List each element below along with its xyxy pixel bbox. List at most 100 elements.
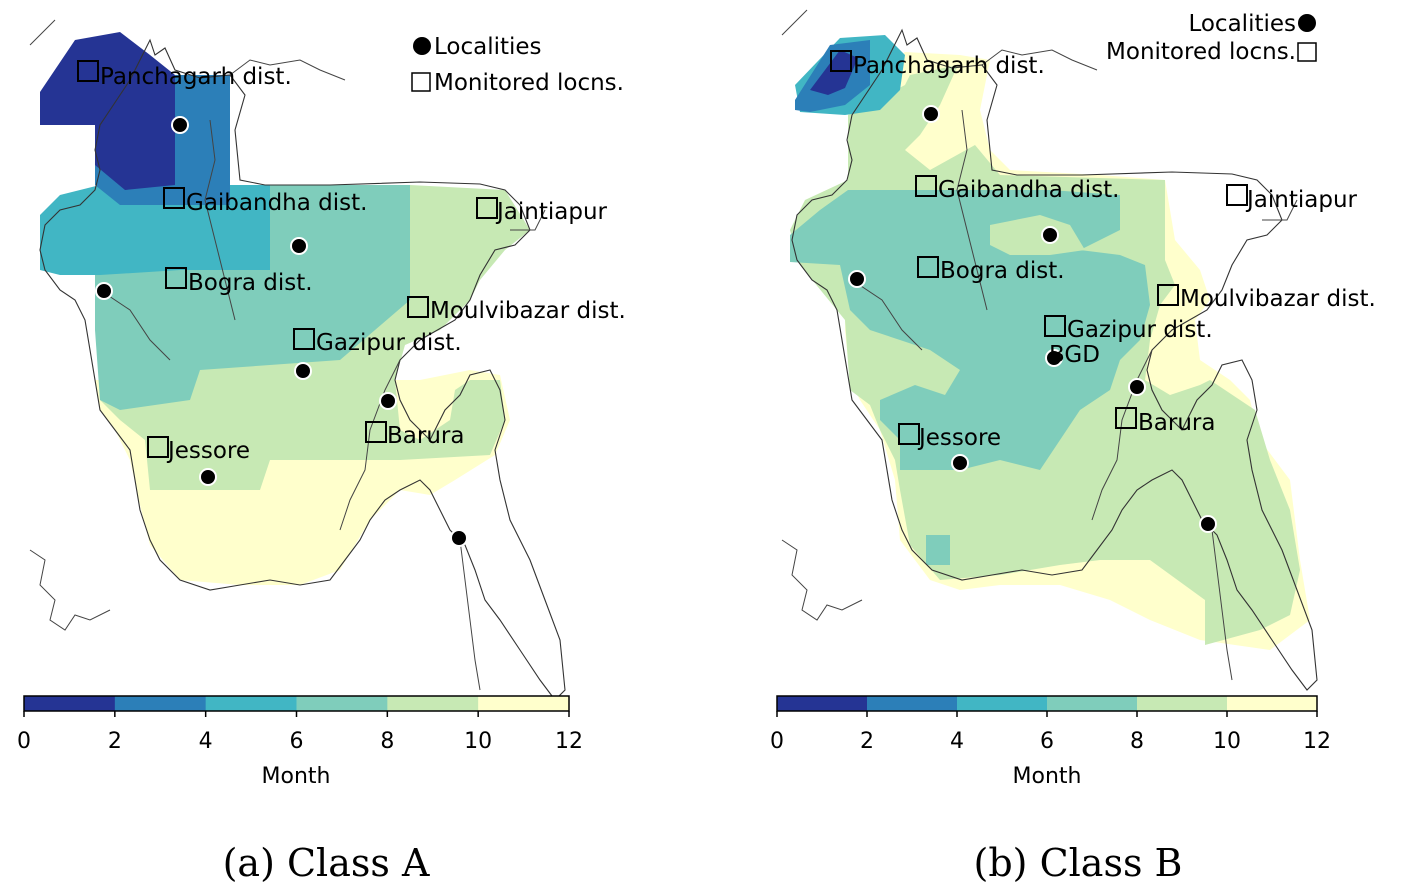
colorbar-cell [296,696,388,711]
place-label: Panchagarh dist. [100,64,292,90]
colorbar-b: 0 2 4 6 8 10 12 Month [770,695,1331,789]
colorbar-tick-label: 4 [199,729,213,754]
locality-marker [951,454,969,472]
locality-marker [1041,226,1059,244]
monitored-marker [77,60,99,82]
place-label: Jaintiapur [495,199,608,225]
colorbar-tick-label: 10 [464,729,492,754]
localities-b [848,105,1217,533]
monitored-marker [915,175,937,197]
monitored-marker [1157,284,1179,306]
legend-monitored-label: Monitored locns. [1106,39,1296,65]
place-label: Bogra dist. [188,270,313,296]
region-4-6 [40,185,270,275]
colorbar-tick-label: 6 [290,729,304,754]
monitored-marker [1044,315,1066,337]
monitored-marker [1115,407,1137,429]
locality-marker [294,362,312,380]
legend-b: Localities Monitored locns. [1106,11,1317,65]
legend-localities-label: Localities [1188,11,1296,37]
locality-marker [290,237,308,255]
monitored-marker [898,423,920,445]
region-8-10 [990,215,1085,255]
colorbar-label: Month [262,764,331,789]
colorbar-tick-label: 4 [950,729,964,754]
caption-a: (a) Class A [223,841,430,885]
choropleth-b [790,35,1310,650]
colorbar-cell [1047,696,1138,711]
monitored-marker [917,256,939,278]
colorbar-cell [387,696,479,711]
monitored-marker [165,267,187,289]
colorbar-label: Month [1013,764,1082,789]
colorbar-cell [1227,696,1318,711]
locality-marker [95,282,113,300]
colorbar-cell [777,696,868,711]
locality-marker [379,392,397,410]
place-label: Jaintiapur [1245,187,1358,213]
monitored-b: Panchagarh dist. Gaibandha dist. Jaintia… [830,50,1376,451]
region-0-2 [40,32,175,190]
locality-marker [922,105,940,123]
place-label: Barura [387,423,464,449]
localities-a [95,116,468,547]
colorbar-tick-label: 2 [860,729,874,754]
place-label: Bogra dist. [940,258,1065,284]
panel-b: Panchagarh dist. Gaibandha dist. Jaintia… [770,9,1376,885]
place-label: Panchagarh dist. [853,53,1045,79]
region-6-8 [95,185,410,410]
locality-marker [1128,378,1146,396]
monitored-marker [476,197,498,219]
colorbar-tick-label: 0 [17,729,31,754]
colorbar-cell [478,696,570,711]
place-label: Gaibandha dist. [938,177,1119,203]
monitored-marker [293,328,315,350]
colorbar-a: 0 2 4 6 8 10 12 Month [17,695,583,789]
locality-marker [171,116,189,134]
place-label: Jessore [917,425,1001,451]
colorbar-cell [957,696,1048,711]
caption-b: (b) Class B [974,841,1183,885]
colorbar-cell [114,696,207,711]
colorbar-tick-label: 2 [108,729,122,754]
region-6-8 [926,535,950,565]
legend-a: Localities Monitored locns. [411,34,624,96]
locality-marker [450,529,468,547]
legend-monitored-label: Monitored locns. [434,70,624,96]
legend-localities-label: Localities [434,34,542,60]
panel-a: Panchagarh dist. Gaibandha dist. Jaintia… [17,19,626,885]
place-label: Jessore [166,438,250,464]
locality-marker [1045,349,1063,367]
locality-marker [1199,515,1217,533]
monitored-marker [147,436,169,458]
place-label: Barura [1138,410,1215,436]
locality-marker [848,270,866,288]
legend-locality-icon [413,37,431,55]
monitored-marker [1226,184,1248,206]
colorbar-tick-label: 8 [1130,729,1144,754]
colorbar-tick-label: 12 [1303,729,1331,754]
colorbar-tick-label: 8 [380,729,394,754]
place-label: Gazipur dist. [316,330,462,356]
country-label: BGD [1049,342,1100,368]
monitored-marker [163,187,185,209]
place-label: Moulvibazar dist. [1180,286,1376,312]
legend-monitored-icon [1297,42,1317,62]
colorbar-tick-label: 12 [555,729,583,754]
place-label: Gazipur dist. [1067,317,1213,343]
colorbar-tick-label: 0 [770,729,784,754]
choropleth-a [40,32,530,585]
place-label: Moulvibazar dist. [430,298,626,324]
monitored-marker [365,421,387,443]
monitored-marker [830,50,852,72]
legend-locality-icon [1298,14,1316,32]
colorbar-tick-label: 6 [1040,729,1054,754]
locality-marker [199,468,217,486]
region-0-2 [810,50,858,95]
colorbar-tick-label: 10 [1213,729,1241,754]
colorbar-cell [205,696,297,711]
region-6-8 [790,190,1150,470]
monitored-a: Panchagarh dist. Gaibandha dist. Jaintia… [77,60,626,464]
colorbar-cell [867,696,958,711]
